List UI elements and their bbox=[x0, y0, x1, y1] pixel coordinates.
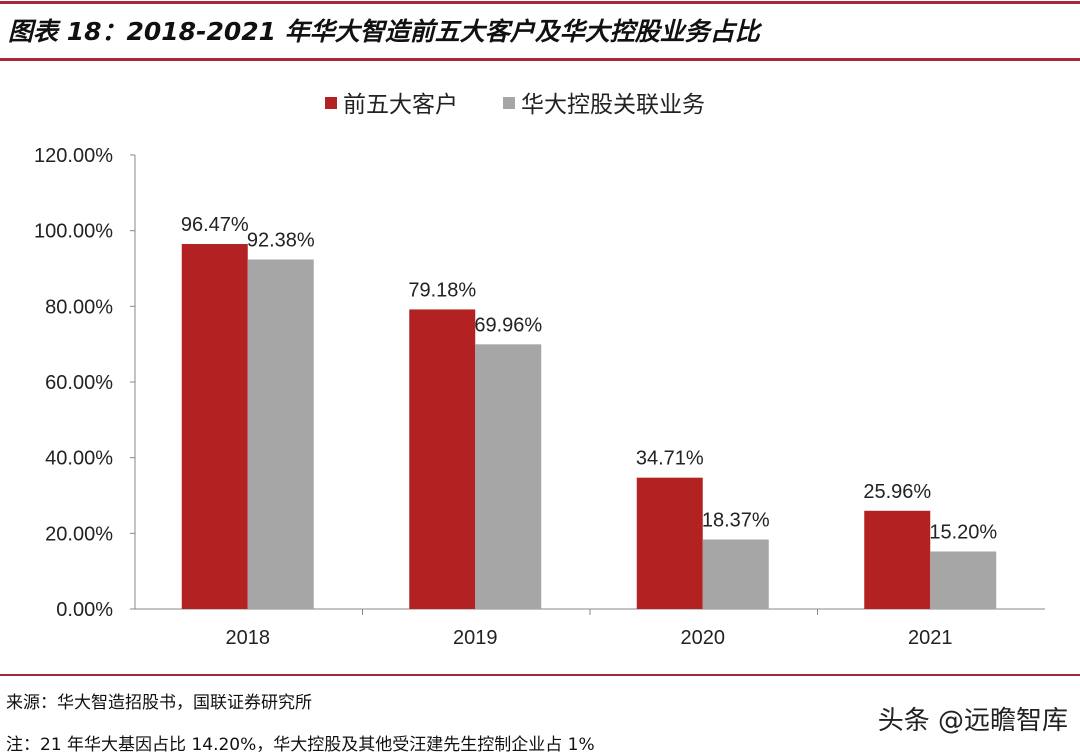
y-tick-label: 40.00% bbox=[45, 448, 113, 470]
y-tick-label: 0.00% bbox=[56, 599, 113, 621]
data-label: 96.47% bbox=[181, 214, 249, 236]
bar-bgi-2021 bbox=[930, 551, 997, 609]
y-tick-label: 100.00% bbox=[34, 221, 113, 243]
top-rule bbox=[0, 1, 1080, 4]
legend-swatch bbox=[503, 97, 515, 109]
bottom-rule bbox=[0, 674, 1080, 676]
note-text: 注：21 年华大基因占比 14.20%，华大控股及其他受汪建先生控制企业占 1% bbox=[6, 735, 595, 755]
source-text: 来源：华大智造招股书，国联证券研究所 bbox=[6, 693, 312, 713]
x-tick-label: 2019 bbox=[453, 627, 498, 649]
data-label: 18.37% bbox=[702, 510, 770, 532]
bar-chart: 0.00% 20.00% 40.00% 60.00% 80.00% 100.00% 120.… bbox=[34, 92, 1045, 649]
x-tick-label: 2018 bbox=[226, 627, 271, 649]
title-rule bbox=[0, 58, 1080, 61]
data-label: 79.18% bbox=[408, 279, 476, 301]
x-tick-label: 2020 bbox=[681, 627, 726, 649]
y-tick-label: 20.00% bbox=[45, 523, 113, 545]
legend-label: 前五大客户 bbox=[343, 92, 458, 118]
bar-top5-2021 bbox=[864, 510, 931, 609]
bar-top5-2020 bbox=[636, 477, 703, 609]
y-tick-label: 60.00% bbox=[45, 372, 113, 394]
data-label: 69.96% bbox=[474, 314, 542, 336]
chart-title: 图表 18：2018-2021 年华大智造前五大客户及华大控股业务占比 bbox=[8, 17, 760, 46]
bar-top5-2018 bbox=[181, 244, 248, 609]
data-label: 25.96% bbox=[863, 481, 931, 503]
data-label: 34.71% bbox=[636, 448, 704, 470]
watermark: 头条 @远瞻智库 bbox=[877, 706, 1068, 736]
data-label: 92.38% bbox=[247, 229, 315, 251]
bar-bgi-2018 bbox=[247, 259, 314, 609]
y-tick-label: 120.00% bbox=[34, 145, 113, 167]
x-tick-label: 2021 bbox=[908, 627, 953, 649]
legend-swatch bbox=[325, 97, 337, 109]
bar-bgi-2020 bbox=[702, 539, 769, 609]
bar-bgi-2019 bbox=[475, 344, 542, 609]
legend-label: 华大控股关联业务 bbox=[521, 92, 705, 118]
data-label: 15.20% bbox=[929, 521, 997, 543]
y-tick-label: 80.00% bbox=[45, 296, 113, 318]
bar-top5-2019 bbox=[409, 309, 476, 609]
